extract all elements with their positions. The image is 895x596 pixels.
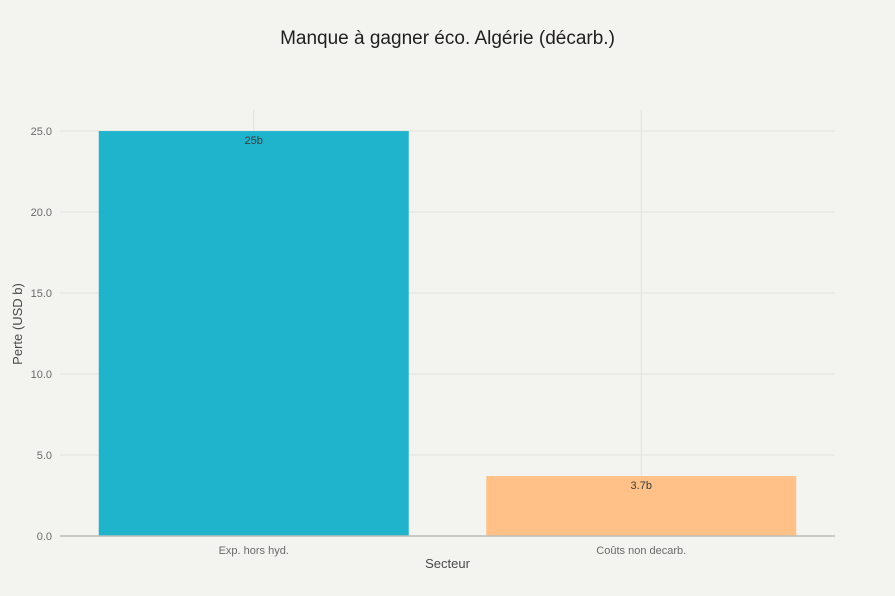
- x-axis-title: Secteur: [425, 556, 470, 571]
- data-labels: 25b 3.7b: [245, 135, 652, 492]
- x-tick-label: Exp. hors hyd.: [219, 545, 289, 557]
- bar: [98, 131, 409, 536]
- x-axis-ticks: Exp. hors hyd. Coûts non decarb.: [219, 545, 687, 557]
- y-tick-label: 0.0: [37, 531, 52, 543]
- y-tick-label: 25.0: [31, 126, 52, 138]
- y-axis-ticks: 0.0 5.0 10.0 15.0 20.0 25.0: [31, 126, 52, 543]
- bar-data-label: 3.7b: [631, 480, 652, 492]
- bar: [486, 476, 797, 536]
- chart-title: Manque à gagner éco. Algérie (décarb.): [280, 28, 615, 49]
- y-axis-title: Perte (USD b): [10, 283, 25, 365]
- x-tick-label: Coûts non decarb.: [596, 545, 686, 557]
- y-tick-label: 15.0: [31, 288, 52, 300]
- y-tick-label: 20.0: [31, 207, 52, 219]
- y-tick-label: 10.0: [31, 369, 52, 381]
- y-tick-label: 5.0: [37, 450, 52, 462]
- bar-data-label: 25b: [245, 135, 263, 147]
- bars: [98, 131, 797, 536]
